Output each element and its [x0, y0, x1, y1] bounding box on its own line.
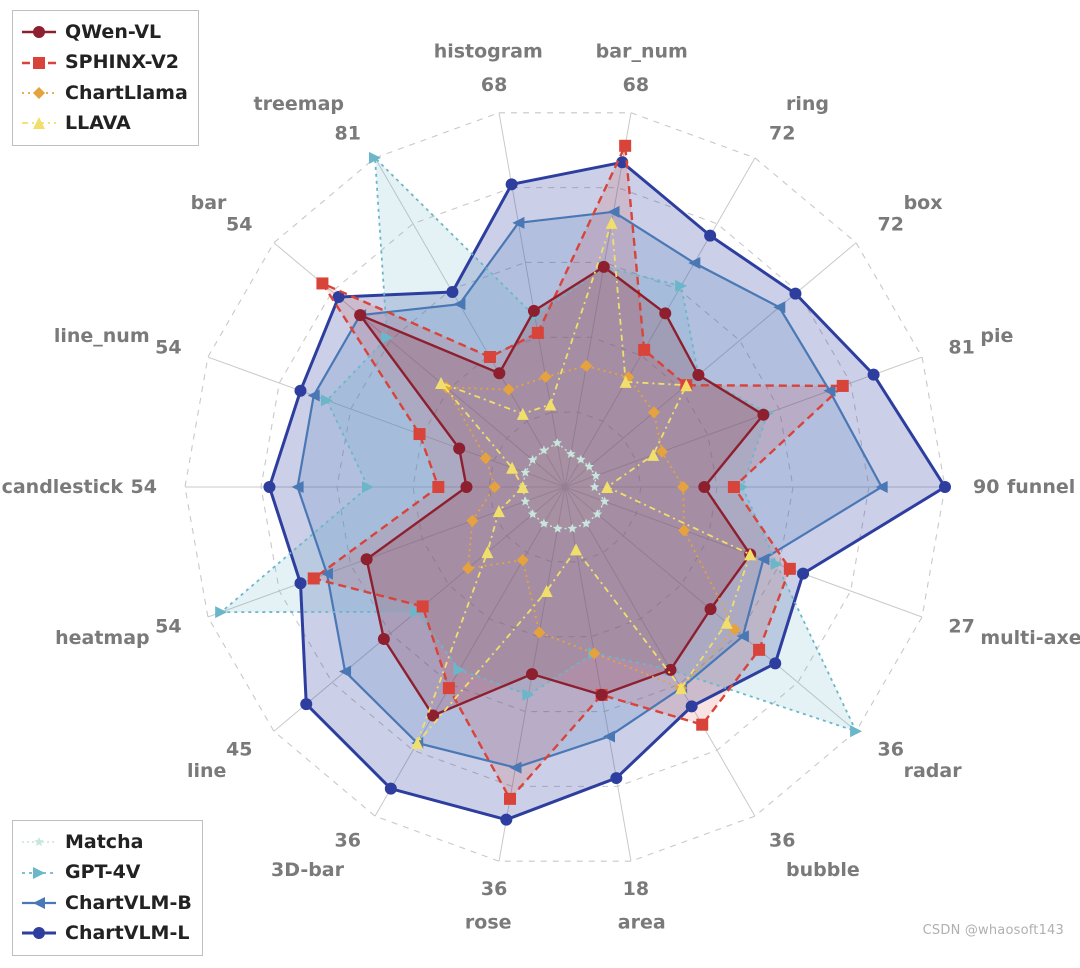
axis-label: candlestick: [2, 476, 124, 498]
axis-max: 27: [948, 616, 974, 638]
legend-label: SPHINX-V2: [65, 47, 179, 77]
axis-label: bar: [191, 192, 227, 214]
axis-label: line_num: [54, 325, 150, 347]
axis-label: funnel: [1007, 476, 1075, 498]
legend-top-left: QWen-VLSPHINX-V2ChartLlamaLLAVA: [12, 10, 199, 146]
legend-label: LLAVA: [65, 108, 131, 138]
axis-label: treemap: [254, 93, 344, 115]
axis-label: box: [904, 192, 943, 214]
legend-label: ChartLlama: [65, 78, 188, 108]
axis-label: area: [618, 911, 666, 933]
watermark-text: CSDN @whaosoft143: [923, 923, 1064, 938]
legend-label: GPT-4V: [65, 857, 141, 887]
axis-max: 81: [335, 123, 361, 145]
axis-max: 45: [226, 738, 252, 760]
axis-max: 90: [973, 476, 999, 498]
axis-max: 81: [948, 336, 974, 358]
series-fills: [221, 146, 945, 820]
legend-item-ChartVLM-L: ChartVLM-L: [21, 918, 192, 948]
axis-label: bar_num: [596, 41, 688, 63]
legend-item-ChartVLM-B: ChartVLM-B: [21, 888, 192, 918]
axis-max: 36: [335, 829, 361, 851]
axis-max: 18: [623, 878, 649, 900]
axis-label: pie: [980, 325, 1013, 347]
legend-label: ChartVLM-L: [65, 918, 189, 948]
axis-max: 68: [481, 74, 507, 96]
axis-max: 36: [769, 829, 795, 851]
legend-label: ChartVLM-B: [65, 888, 192, 918]
axis-label: heatmap: [55, 627, 150, 649]
legend-bottom-left: MatchaGPT-4VChartVLM-BChartVLM-L: [12, 820, 203, 956]
axis-max: 72: [878, 214, 904, 236]
legend-label: QWen-VL: [65, 17, 161, 47]
axis-max: 72: [769, 123, 795, 145]
legend-item-ChartLlama: ChartLlama: [21, 78, 188, 108]
axis-max: 54: [131, 476, 157, 498]
axis-max: 36: [878, 738, 904, 760]
axis-label: ring: [786, 93, 829, 115]
legend-label: Matcha: [65, 827, 143, 857]
axis-label: bubble: [786, 859, 860, 881]
legend-item-GPT-4V: GPT-4V: [21, 857, 192, 887]
axis-label: line: [187, 760, 226, 782]
axis-label: rose: [465, 911, 512, 933]
axis-label: multi-axes: [980, 627, 1080, 649]
legend-item-Matcha: Matcha: [21, 827, 192, 857]
axis-max: 36: [481, 878, 507, 900]
legend-item-SPHINX-V2: SPHINX-V2: [21, 47, 188, 77]
axis-label: 3D-bar: [271, 859, 345, 881]
axis-max: 54: [155, 616, 181, 638]
axis-label: radar: [904, 760, 963, 782]
axis-max: 54: [226, 214, 252, 236]
axis-label: histogram: [434, 41, 543, 63]
axis-max: 54: [155, 336, 181, 358]
legend-item-QWen-VL: QWen-VL: [21, 17, 188, 47]
axis-max: 68: [623, 74, 649, 96]
legend-item-LLAVA: LLAVA: [21, 108, 188, 138]
